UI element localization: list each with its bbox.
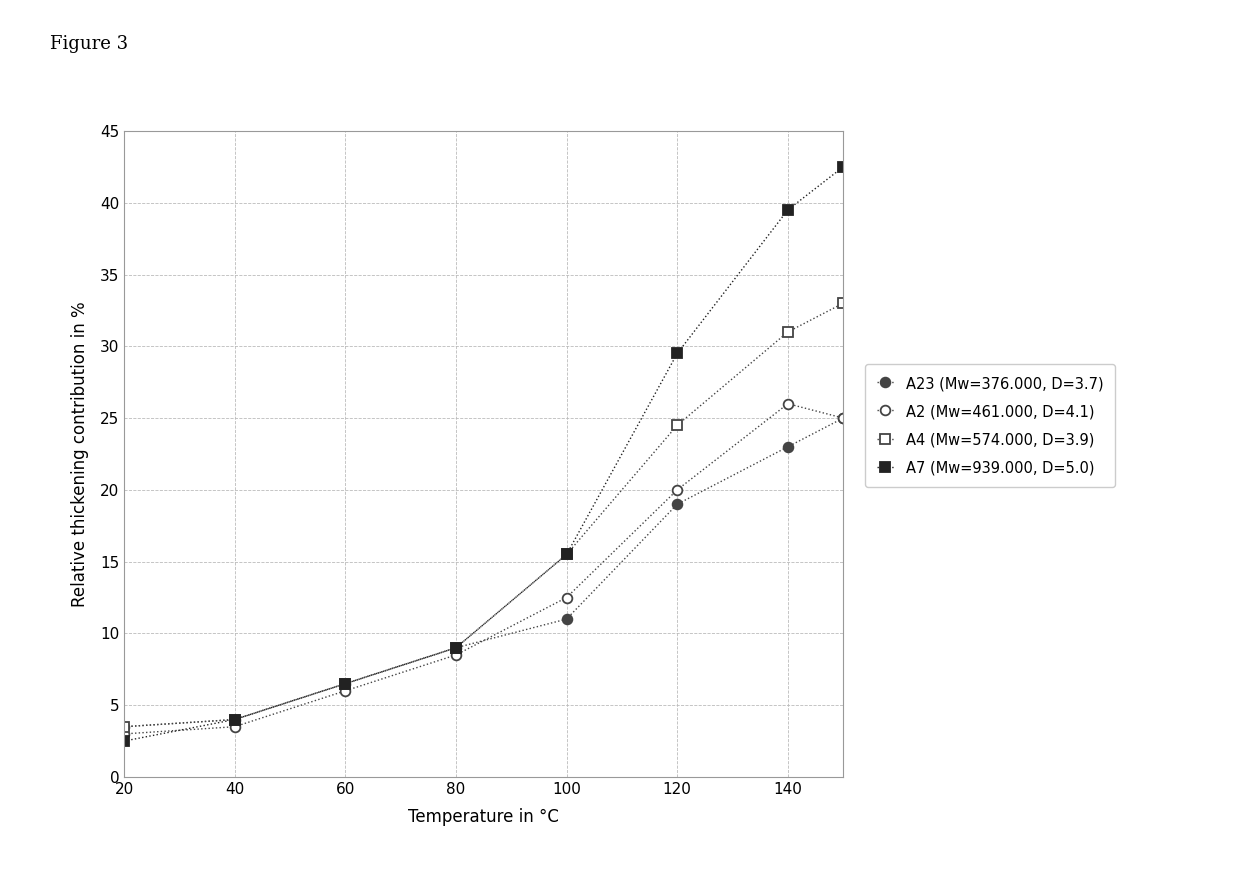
A23 (Mw=376.000, D=3.7) <box>227 714 242 725</box>
A23 (Mw=376.000, D=3.7) <box>449 643 464 653</box>
A4 (Mw=574.000, D=3.9) <box>337 678 352 689</box>
A23 (Mw=376.000, D=3.7) <box>337 678 352 689</box>
A7 (Mw=939.000, D=5.0) <box>836 162 851 172</box>
X-axis label: Temperature in °C: Temperature in °C <box>408 808 559 826</box>
A23 (Mw=376.000, D=3.7) <box>117 721 131 732</box>
A4 (Mw=574.000, D=3.9) <box>227 714 242 725</box>
A7 (Mw=939.000, D=5.0) <box>227 714 242 725</box>
A2 (Mw=461.000, D=4.1) <box>227 721 242 732</box>
A4 (Mw=574.000, D=3.9) <box>117 721 131 732</box>
A2 (Mw=461.000, D=4.1) <box>836 413 851 423</box>
A2 (Mw=461.000, D=4.1) <box>337 685 352 696</box>
A4 (Mw=574.000, D=3.9) <box>780 327 795 337</box>
A7 (Mw=939.000, D=5.0) <box>670 348 684 359</box>
A4 (Mw=574.000, D=3.9) <box>559 549 574 560</box>
A2 (Mw=461.000, D=4.1) <box>449 650 464 660</box>
Line: A23 (Mw=376.000, D=3.7): A23 (Mw=376.000, D=3.7) <box>119 413 848 732</box>
A2 (Mw=461.000, D=4.1) <box>780 398 795 409</box>
A4 (Mw=574.000, D=3.9) <box>449 643 464 653</box>
A2 (Mw=461.000, D=4.1) <box>559 592 574 602</box>
Y-axis label: Relative thickening contribution in %: Relative thickening contribution in % <box>71 301 88 607</box>
A23 (Mw=376.000, D=3.7) <box>836 413 851 423</box>
A4 (Mw=574.000, D=3.9) <box>670 420 684 430</box>
Line: A2 (Mw=461.000, D=4.1): A2 (Mw=461.000, D=4.1) <box>119 399 848 739</box>
A7 (Mw=939.000, D=5.0) <box>780 204 795 215</box>
A23 (Mw=376.000, D=3.7) <box>670 499 684 510</box>
A23 (Mw=376.000, D=3.7) <box>780 442 795 452</box>
A7 (Mw=939.000, D=5.0) <box>449 643 464 653</box>
Line: A7 (Mw=939.000, D=5.0): A7 (Mw=939.000, D=5.0) <box>119 162 848 746</box>
A7 (Mw=939.000, D=5.0) <box>117 736 131 746</box>
A23 (Mw=376.000, D=3.7) <box>559 614 574 624</box>
A7 (Mw=939.000, D=5.0) <box>559 549 574 560</box>
Text: Figure 3: Figure 3 <box>50 35 128 53</box>
A4 (Mw=574.000, D=3.9) <box>836 298 851 308</box>
A7 (Mw=939.000, D=5.0) <box>337 678 352 689</box>
Line: A4 (Mw=574.000, D=3.9): A4 (Mw=574.000, D=3.9) <box>119 299 848 732</box>
A2 (Mw=461.000, D=4.1) <box>117 729 131 739</box>
Legend: A23 (Mw=376.000, D=3.7), A2 (Mw=461.000, D=4.1), A4 (Mw=574.000, D=3.9), A7 (Mw=: A23 (Mw=376.000, D=3.7), A2 (Mw=461.000,… <box>864 364 1115 487</box>
A2 (Mw=461.000, D=4.1) <box>670 485 684 495</box>
